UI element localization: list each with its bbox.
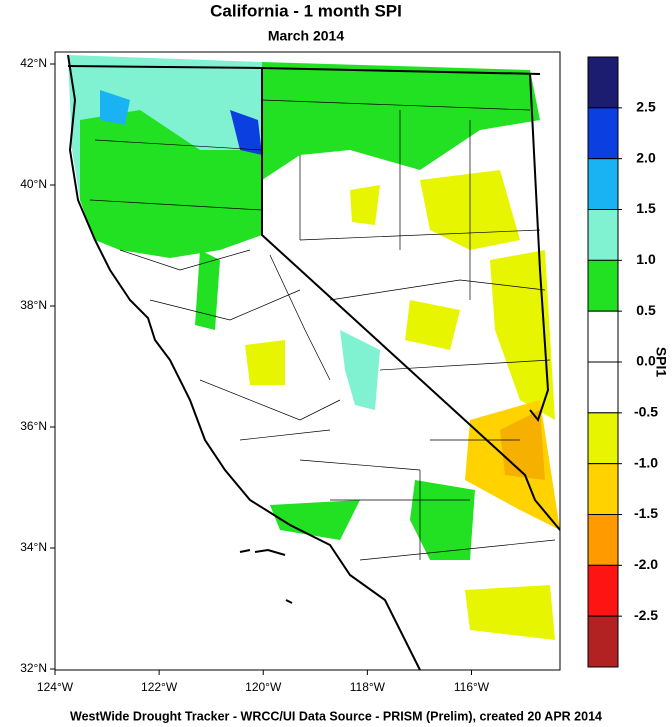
- colorbar-segment: [587, 107, 619, 160]
- lat-tick-label: 32°N: [20, 661, 47, 675]
- county-borders: [89, 99, 556, 561]
- map-area: [54, 51, 561, 671]
- colorbar-label: 0.5: [636, 302, 656, 318]
- colorbar-label: 1.5: [636, 200, 656, 216]
- map-frame: [54, 51, 561, 671]
- lat-tick-label: 42°N: [20, 56, 47, 70]
- dry-region: [465, 585, 555, 640]
- lon-tick-label: 116°W: [454, 680, 490, 694]
- colorbar-segment: [587, 158, 619, 211]
- wet-region: [80, 110, 262, 258]
- dry-region: [245, 340, 285, 385]
- dry-region: [350, 185, 380, 225]
- colorbar-label: 0.0: [636, 353, 656, 369]
- coastline: [67, 54, 421, 671]
- lon-tick-label: 122°W: [141, 680, 178, 694]
- colorbar-segment: [587, 209, 619, 261]
- wet-region: [262, 62, 540, 180]
- wet-region: [340, 330, 380, 410]
- colorbar-label: 2.0: [636, 149, 656, 165]
- state-border: [529, 73, 550, 423]
- colorbar-segment: [587, 615, 619, 668]
- footer: WestWide Drought Tracker - WRCC/UI Data …: [70, 709, 602, 723]
- colorbar-label: -2.0: [634, 556, 658, 572]
- lat-tick-label: 38°N: [20, 298, 47, 312]
- colorbar-segment: [587, 564, 619, 617]
- very-wet-region: [230, 110, 262, 155]
- colorbar-segment: [587, 259, 619, 312]
- colorbar-segment: [587, 361, 619, 414]
- dry-region: [405, 300, 460, 350]
- title: California - 1 month SPI: [210, 1, 402, 20]
- colorbar-segment: [587, 412, 619, 465]
- colorbar-label: -1.5: [634, 505, 658, 521]
- lon-tick-label: 118°W: [350, 680, 386, 694]
- colorbar-segment: [587, 310, 619, 363]
- colorbar-label: -2.5: [634, 607, 658, 623]
- very-wet-region: [100, 90, 130, 125]
- colorbar-segment: [587, 463, 619, 515]
- colorbar-label: 1.0: [636, 251, 656, 267]
- wet-region: [195, 250, 220, 330]
- colorbar-label: 2.5: [636, 99, 656, 115]
- colorbar-title: SPI1: [653, 347, 669, 378]
- colorbar-label: -0.5: [634, 404, 658, 420]
- colorbar-label: -1.0: [634, 454, 658, 470]
- subtitle: March 2014: [268, 28, 344, 44]
- lon-tick-label: 124°W: [37, 680, 74, 694]
- lat-tick-label: 40°N: [20, 177, 47, 191]
- lat-tick-label: 36°N: [20, 419, 47, 433]
- colorbar-segment: [587, 56, 619, 109]
- lon-tick-label: 120°W: [245, 680, 282, 694]
- dry-region: [490, 250, 555, 420]
- islands: [239, 548, 293, 604]
- lat-tick-label: 34°N: [20, 540, 47, 554]
- colorbar-segment: [587, 514, 619, 566]
- wet-region: [270, 500, 360, 540]
- state-border: [261, 68, 561, 531]
